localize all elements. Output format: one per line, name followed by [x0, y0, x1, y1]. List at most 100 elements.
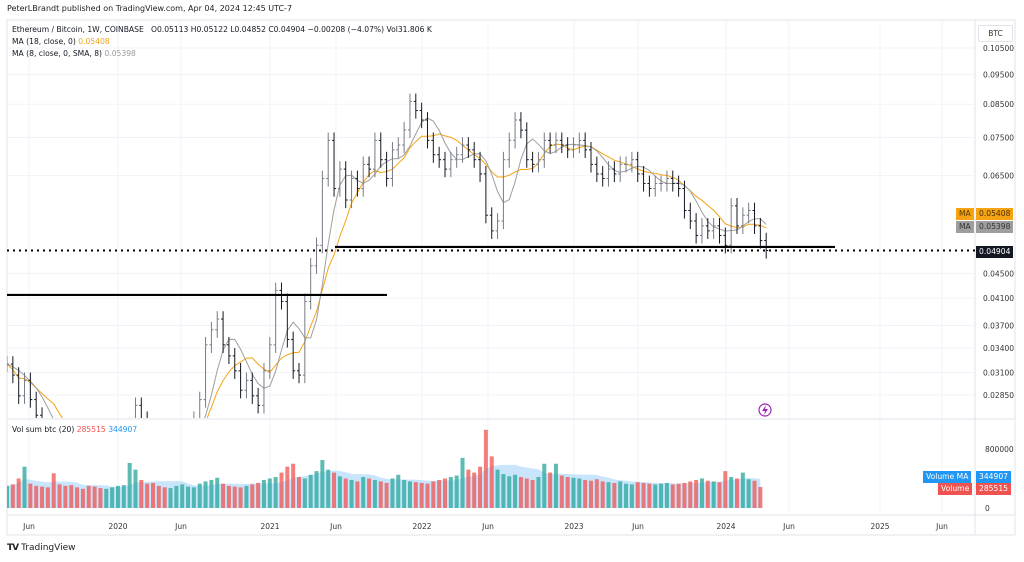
volume-bar	[16, 478, 21, 508]
volume-legend[interactable]: Vol sum btc (20) 285515 344907	[12, 425, 137, 434]
volume-bar	[606, 482, 611, 508]
volume-bar	[326, 469, 331, 508]
volume-bar	[641, 482, 646, 508]
volume-bar	[343, 478, 348, 508]
volume-bar	[7, 485, 9, 508]
volume-bar	[711, 481, 716, 508]
chart-frame	[6, 19, 1016, 536]
price-bar	[694, 213, 699, 244]
ma8-axis-tag-label: MA	[956, 221, 974, 233]
price-bar	[583, 132, 588, 158]
time-tick-label: 2024	[716, 522, 735, 531]
volume-bar	[501, 474, 506, 508]
volume-bar	[28, 483, 33, 508]
price-bar	[443, 151, 447, 178]
price-bar	[10, 356, 15, 384]
price-bar	[226, 336, 231, 364]
time-tick-label: 2020	[108, 522, 127, 531]
volume-bar	[478, 466, 483, 508]
price-bar	[174, 433, 178, 455]
price-bar	[58, 438, 62, 460]
currency-button[interactable]: BTC	[978, 25, 1013, 42]
volume-bar	[413, 482, 418, 508]
price-bar	[711, 218, 716, 239]
price-bar	[478, 151, 483, 183]
price-bar	[326, 132, 331, 187]
volume-bar	[624, 483, 629, 508]
volume-bar	[314, 471, 319, 508]
volume-bar	[717, 482, 722, 508]
price-bar	[367, 156, 372, 178]
price-bar	[232, 348, 237, 379]
ma18-legend[interactable]: MA (18, close, 0) 0.05408	[12, 37, 110, 46]
volume-bar	[670, 484, 675, 508]
price-bar	[146, 411, 148, 418]
price-bar	[279, 282, 284, 310]
price-bar	[193, 411, 195, 418]
time-tick-label: Jun	[631, 522, 644, 531]
time-tick-label: 2023	[564, 522, 583, 531]
time-tick-label: Jun	[174, 522, 187, 531]
volume-bar	[232, 486, 237, 508]
volume-bar	[676, 483, 681, 508]
volume-bar	[507, 476, 512, 508]
ma18-label: MA (18, close, 0)	[12, 37, 76, 46]
price-bar	[203, 336, 208, 408]
price-bar	[764, 232, 769, 259]
volume-bar	[151, 482, 155, 508]
volume-bar	[191, 487, 196, 508]
price-bar	[28, 372, 33, 408]
price-bar	[40, 407, 43, 418]
price-bar	[378, 132, 383, 168]
volume-bar	[589, 480, 593, 508]
time-axis[interactable]: Jun 2020 Jun 2021 Jun 2022 Jun 2023 Jun 2024 Jun 20…	[22, 522, 948, 531]
price-bar	[407, 93, 412, 138]
price-bar	[93, 458, 97, 478]
volume-bar	[396, 474, 401, 508]
volume-bar	[705, 480, 710, 508]
volume-value: 285515	[76, 425, 106, 434]
volume-bar	[291, 463, 296, 508]
ma8-legend[interactable]: MA (8, close, 0, SMA, 8) 0.05398	[12, 49, 136, 58]
time-tick-label: 2021	[260, 522, 279, 531]
price-bar	[75, 450, 79, 470]
volume-ma-axis-tag: 344907	[976, 471, 1011, 483]
volume-bar	[443, 478, 447, 508]
volume-bar	[583, 479, 588, 508]
price-bar	[81, 453, 85, 471]
volume-bar	[378, 481, 383, 508]
price-bar	[612, 161, 617, 183]
volume-bar	[156, 485, 161, 508]
price-bar	[641, 166, 646, 192]
volume-bar	[425, 483, 430, 508]
price-bar	[157, 435, 161, 458]
symbol-title: Ethereum / Bitcoin, 1W, COINBASE	[12, 25, 144, 34]
volume-bar	[355, 481, 360, 508]
price-bar	[577, 132, 582, 154]
volume-bar	[297, 477, 301, 508]
price-bar	[746, 202, 751, 224]
time-tick-label: 2025	[870, 522, 889, 531]
price-bar	[261, 362, 266, 414]
price-tick-label: 0.02850	[983, 391, 1014, 400]
price-axis[interactable]: 0.10500 0.09500 0.08500 0.07500 0.06500 0.045…	[983, 44, 1014, 400]
ma18-axis-tag: 0.05408	[976, 208, 1014, 220]
volume-bar	[215, 477, 220, 508]
ma8-value: 0.05398	[104, 49, 136, 58]
price-bar	[460, 137, 465, 163]
price-bar	[717, 218, 722, 244]
volume-bar	[40, 486, 45, 508]
time-tick-label: Jun	[22, 522, 35, 531]
lightning-icon[interactable]	[758, 403, 772, 417]
price-bar	[337, 161, 342, 197]
price-bar	[437, 146, 442, 168]
tradingview-logo[interactable]: TV TradingView	[7, 543, 76, 553]
volume-bar	[256, 482, 261, 508]
volume-tick-800000: 800000	[985, 445, 1014, 454]
symbol-legend[interactable]: Ethereum / Bitcoin, 1W, COINBASE O0.0511…	[12, 25, 432, 34]
price-bar	[489, 207, 494, 239]
price-bar	[472, 141, 477, 168]
volume-bar	[168, 488, 173, 508]
time-tick-label: Jun	[782, 522, 795, 531]
